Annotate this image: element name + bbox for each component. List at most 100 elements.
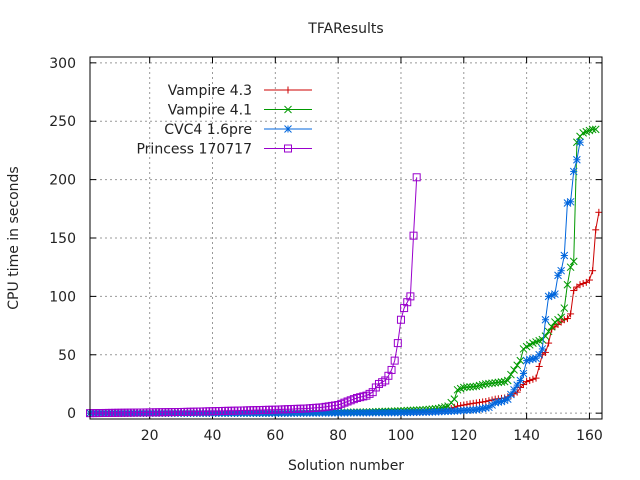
data-point [576, 281, 584, 289]
data-point [560, 304, 569, 312]
data-point [560, 316, 568, 324]
chart-title: TFAResults [307, 21, 383, 37]
data-point [510, 385, 518, 394]
legend-label: CVC4 1.6pre [164, 122, 252, 138]
data-point [469, 382, 478, 391]
data-point [390, 356, 399, 365]
data-point [466, 383, 474, 391]
data-point [475, 381, 484, 390]
data-point [406, 292, 415, 301]
data-point [588, 125, 597, 134]
data-point [516, 376, 525, 385]
series-line-4 [89, 177, 418, 414]
series-lines [86, 125, 603, 418]
data-point [566, 197, 575, 206]
x-tick-label: 140 [513, 428, 540, 444]
data-point [538, 345, 547, 353]
data-point [494, 378, 503, 387]
data-point [396, 315, 405, 324]
data-point [393, 339, 402, 348]
legend-marker [284, 144, 292, 153]
legend-marker [284, 125, 292, 133]
y-tick-label: 150 [49, 231, 76, 247]
data-point [472, 382, 481, 391]
legend-marker [284, 86, 292, 94]
x-tick-label: 40 [204, 428, 222, 444]
data-point [450, 395, 459, 404]
data-point [513, 361, 522, 370]
data-point [541, 315, 550, 324]
data-point [491, 378, 500, 387]
x-tick-label: 100 [388, 428, 415, 444]
data-point [585, 276, 593, 284]
data-point [485, 379, 493, 388]
data-point [573, 155, 581, 164]
legend-marker [284, 105, 292, 114]
x-tick-label: 60 [266, 428, 284, 444]
data-point [554, 271, 562, 280]
data-point [497, 378, 506, 386]
data-point [554, 315, 562, 324]
data-point [569, 257, 578, 266]
data-point [569, 167, 578, 176]
axis-ticks: 20 40 60 80 100 120 140 160 0 50 100 150 200 250 300 [49, 56, 603, 444]
data-point [459, 383, 468, 392]
data-point [503, 395, 512, 404]
data-point [535, 362, 543, 370]
data-point [463, 383, 471, 392]
y-tick-label: 200 [49, 173, 76, 189]
plot-frame [89, 56, 603, 420]
data-point [560, 251, 569, 260]
data-point [519, 381, 527, 389]
data-point [481, 380, 490, 388]
data-point [557, 266, 566, 275]
data-point [563, 280, 572, 289]
data-point [532, 374, 540, 382]
data-point [535, 350, 544, 359]
series-line-2 [90, 128, 596, 414]
y-axis-label: CPU time in seconds [6, 166, 22, 309]
data-point [557, 313, 566, 322]
data-point [591, 125, 600, 134]
y-tick-label: 50 [58, 348, 76, 364]
data-point [551, 290, 559, 298]
data-point [547, 322, 556, 331]
data-point [503, 376, 512, 385]
data-point [510, 366, 518, 374]
y-tick-label: 250 [49, 114, 76, 130]
legend-label: Vampire 4.1 [168, 103, 252, 119]
data-point [579, 280, 587, 288]
legend-label: Vampire 4.3 [168, 83, 252, 99]
data-point [513, 381, 522, 389]
data-point [566, 263, 575, 272]
data-point [519, 345, 528, 353]
y-tick-label: 300 [49, 56, 76, 72]
grid [90, 57, 602, 419]
y-tick-label: 0 [67, 406, 76, 422]
data-point [507, 390, 515, 399]
data-point [519, 369, 528, 378]
data-point [507, 370, 515, 379]
x-tick-label: 160 [576, 428, 603, 444]
data-point [570, 287, 578, 295]
data-point [529, 375, 537, 383]
x-axis-label: Solution number [288, 458, 404, 474]
data-point [576, 138, 584, 147]
series-line-3 [90, 142, 581, 414]
data-point [387, 365, 396, 374]
data-point [526, 376, 534, 384]
data-point [478, 380, 487, 389]
data-point [409, 231, 418, 240]
legend-label: Princess 170717 [136, 142, 252, 158]
legend: Vampire 4.3 Vampire 4.1 CVC4 1.6pre Princes… [136, 83, 312, 158]
data-point [595, 208, 603, 216]
data-point [545, 339, 553, 347]
x-tick-label: 20 [141, 428, 159, 444]
data-point [551, 318, 559, 326]
data-point [523, 378, 531, 386]
data-point [563, 315, 571, 323]
data-point [544, 327, 553, 336]
data-point [485, 397, 493, 405]
data-point [516, 356, 525, 365]
